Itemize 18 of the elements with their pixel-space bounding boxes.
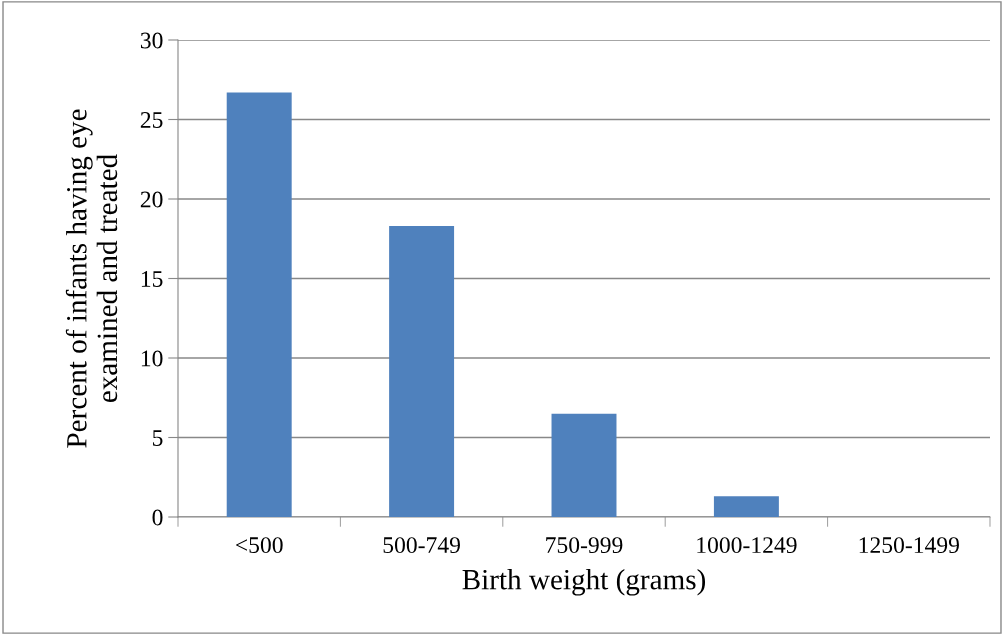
x-tick-label: 1000-1249: [697, 537, 797, 554]
y-tick-label: 15: [141, 271, 163, 287]
bar: [226, 92, 292, 517]
x-tick-label: 750-999: [546, 537, 623, 554]
y-tick-label: 30: [140, 32, 163, 49]
bar: [713, 496, 779, 517]
y-tick-label: 10: [141, 350, 163, 367]
bar: [551, 413, 617, 517]
x-axis-title: Birth weight (grams): [462, 568, 706, 596]
y-tick-label: 25: [140, 112, 163, 128]
y-axis-title: Percent of infants having eye examined and treated: [65, 109, 118, 448]
y-tick-label: 20: [140, 191, 163, 208]
bar: [389, 226, 455, 517]
x-tick-label: 1250-1499: [859, 537, 959, 554]
y-tick-label: 5: [152, 430, 163, 446]
x-tick-label: <500: [236, 537, 283, 554]
x-tick-label: 500-749: [383, 537, 460, 554]
y-tick-label: 0: [152, 509, 163, 526]
